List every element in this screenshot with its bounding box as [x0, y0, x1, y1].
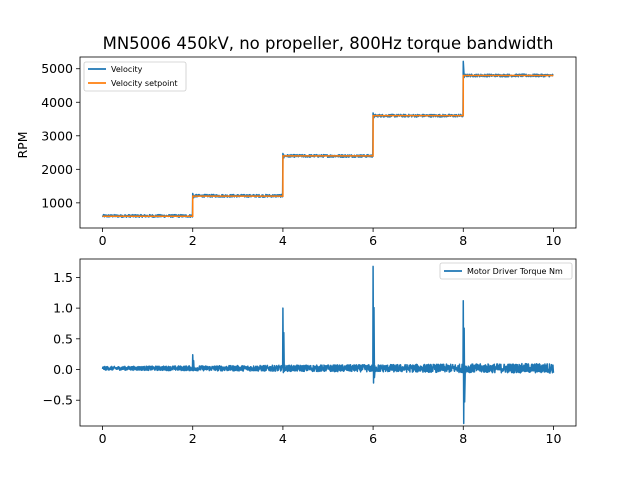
x-tick-label: 10 [546, 431, 562, 446]
x-tick-label: 2 [189, 233, 197, 248]
y-tick-label: 0.0 [53, 362, 73, 377]
y-axis-label: RPM [15, 131, 30, 158]
velocity-setpoint-line [102, 74, 554, 218]
torque-chart: 0 2 4 6 8 10 −0.5 0.0 0.5 1.0 1.5 Motor Driver Tor… [43, 258, 577, 446]
y-tick-label: 0.5 [53, 331, 73, 346]
legend-label-velocity: Velocity [111, 65, 143, 74]
plot-frame [79, 56, 577, 229]
x-tick-label: 0 [99, 233, 107, 248]
y-tick-label: 2000 [41, 162, 73, 177]
y-tick-label: −0.5 [43, 393, 73, 408]
y-tick-label: 3000 [41, 128, 73, 143]
x-tick-label: 8 [459, 431, 467, 446]
legend-box [83, 61, 187, 92]
velocity-legend: Velocity Velocity setpoint [83, 61, 187, 92]
x-tick-label: 8 [459, 233, 467, 248]
x-tick-label: 4 [279, 431, 287, 446]
y-tick-label: 4000 [41, 95, 73, 110]
x-tick-label: 4 [279, 233, 287, 248]
x-tick-label: 0 [99, 431, 107, 446]
torque-line [101, 265, 555, 425]
x-tick-label: 2 [189, 431, 197, 446]
legend-label-velocity-setpoint: Velocity setpoint [111, 79, 178, 88]
x-tick-label: 6 [369, 233, 377, 248]
legend-box [439, 262, 573, 280]
plot-frame [79, 258, 577, 427]
y-tick-label: 1000 [41, 195, 73, 210]
x-tick-label: 6 [369, 431, 377, 446]
y-tick-label: 1.0 [53, 301, 73, 316]
velocity-plot-area: 0 2 4 6 8 10 1000 2000 3000 4000 5000 [41, 56, 577, 248]
x-tick-label: 10 [546, 233, 562, 248]
y-tick-label: 5000 [41, 61, 73, 76]
torque-plot-area: 0 2 4 6 8 10 −0.5 0.0 0.5 1.0 1.5 [43, 258, 577, 446]
y-tick-label: 1.5 [53, 270, 73, 285]
chart-title: MN5006 450kV, no propeller, 800Hz torque… [103, 34, 554, 53]
torque-legend: Motor Driver Torque Nm [439, 262, 573, 280]
legend-label-torque: Motor Driver Torque Nm [467, 267, 563, 276]
velocity-chart: MN5006 450kV, no propeller, 800Hz torque… [15, 34, 577, 248]
